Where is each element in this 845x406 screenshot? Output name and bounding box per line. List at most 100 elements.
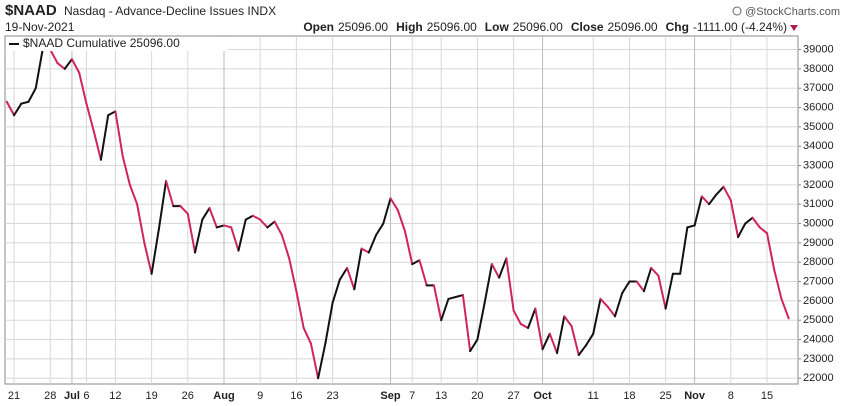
line-segment [512,309,522,326]
x-tick-label: 26 [182,390,194,402]
legend-label: $NAAD Cumulative 25096.00 [23,36,180,50]
x-tick-label: 12 [109,390,121,402]
line-segment [454,294,464,298]
x-tick-label: 20 [471,390,483,402]
line-segment [686,224,696,229]
line-segment [476,301,486,341]
line-segment [440,297,450,322]
line-segment [751,216,761,229]
line-segment [700,195,711,206]
line-segment [577,344,587,356]
line-segment [251,214,262,221]
line-segment [367,234,378,254]
quote-value: 25096.00 [427,20,477,34]
quote-label: Close [571,20,604,34]
x-tick-label: 6 [83,390,89,402]
line-segment [13,102,23,117]
line-segment [215,224,225,229]
quote-value: 25096.00 [608,20,658,34]
line-segment [70,58,81,74]
x-tick-label: Aug [213,390,234,402]
x-tick-label: Nov [684,390,706,402]
line-segment [773,268,783,300]
line-segment [331,278,341,304]
x-tick-label: 9 [257,390,263,402]
plot-border [4,35,799,385]
quote: Open 25096.00 High 25096.00 Low 25096.00 Close… [303,20,787,34]
line-segment [208,207,218,229]
y-tick-label: 37000 [803,82,834,94]
line-segment [194,218,204,254]
x-tick-label: 23 [326,390,338,402]
line-segment [505,257,515,312]
line-segment [157,180,168,231]
line-segment [244,214,254,221]
line-segment [693,195,703,227]
line-segment [722,185,732,202]
chart-date: 19-Nov-2021 [5,20,75,34]
line-segment [657,274,667,310]
line-segment [34,46,44,90]
line-segment [266,220,276,229]
line-segment [490,263,501,279]
line-segment [585,332,595,347]
x-tick-label: 21 [8,390,20,402]
line-segment [758,226,768,235]
line-segment [613,292,624,318]
quote-label: Low [485,20,510,34]
line-segment [201,207,211,221]
line-segment [375,222,385,237]
line-segment [280,234,291,260]
line-segment [99,114,110,161]
x-tick-label: 28 [44,390,56,402]
line-segment [136,203,146,244]
line-segment [447,296,457,300]
line-segment [498,257,508,279]
quote-value: 25096.00 [338,20,388,34]
x-tick-label: 7 [409,390,415,402]
y-tick-label: 34000 [803,140,834,152]
line-segment [744,216,754,225]
line-segment [346,267,356,291]
line-segment [78,71,88,105]
line-segment [302,326,312,345]
line-segment [107,110,117,117]
y-tick-label: 36000 [803,101,834,113]
quote-value: 25096.00 [513,20,563,34]
line-segment [519,323,530,329]
quote-value: -1111.00 (-4.24%) [693,20,787,34]
quote-label: Chg [666,20,689,34]
line-segment [360,247,370,254]
chart-subtitle: Nasdaq - Advance-Decline Issues INDX [64,4,276,18]
line-segment [56,62,66,70]
line-segment [483,263,493,304]
y-tick-label: 28000 [803,256,834,268]
y-tick-label: 35000 [803,121,834,133]
line-segment [128,183,139,206]
line-segment [418,259,428,287]
line-segment [309,342,320,380]
line-segment [679,226,689,275]
line-segment [729,199,740,239]
line-segment [237,218,247,252]
line-segment [541,332,551,351]
y-tick-label: 24000 [803,333,834,345]
line-segment [143,241,153,275]
quote-label: Open [303,20,334,34]
line-segment [295,290,305,329]
y-tick-label: 25000 [803,314,834,326]
line-segment [353,247,363,291]
line-segment [150,228,160,275]
line-segment [432,284,443,322]
line-segment [642,267,653,293]
line-segment [708,193,718,206]
line-segment [114,110,124,157]
line-segment [27,87,37,103]
line-segment [121,154,131,186]
x-tick-label: 15 [761,390,773,402]
line-segment [766,232,776,271]
line-segment [317,342,327,380]
y-tick-label: 27000 [803,275,834,287]
down-arrow [790,25,798,31]
